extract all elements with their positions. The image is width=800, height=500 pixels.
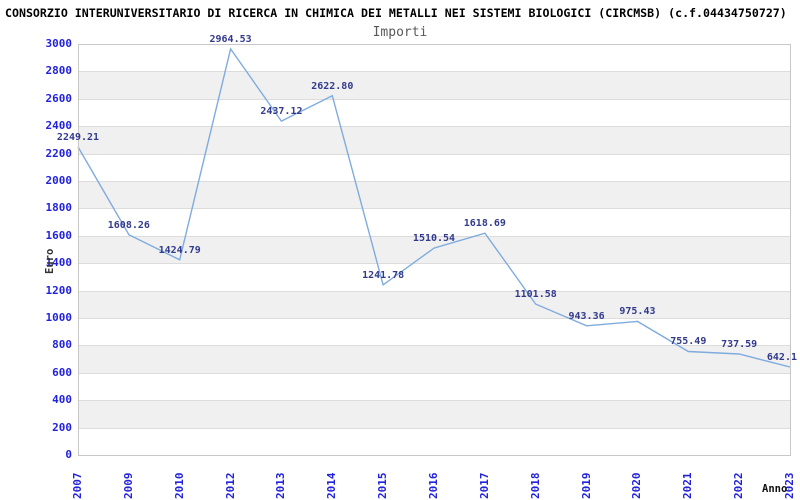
data-point-label: 1510.54 bbox=[412, 233, 456, 245]
line-series-importi bbox=[77, 47, 791, 368]
data-point-label: 975.43 bbox=[619, 306, 656, 318]
data-point-label: 2622.80 bbox=[311, 80, 354, 92]
plot-band bbox=[78, 181, 790, 209]
data-point-label: 1101.58 bbox=[514, 289, 557, 301]
chart-title: CONSORZIO INTERUNIVERSITARIO DI RICERCA … bbox=[5, 6, 787, 20]
y-axis-title: Euro bbox=[44, 248, 56, 274]
y-tick-label: 0 bbox=[65, 448, 72, 461]
y-tick-label: 2400 bbox=[45, 119, 73, 133]
x-tick-label: 2010 bbox=[172, 472, 186, 500]
x-tick-label: 2012 bbox=[223, 472, 237, 500]
y-tick-label: 1000 bbox=[45, 311, 73, 324]
plot-band bbox=[78, 153, 790, 181]
plot-band bbox=[78, 98, 790, 127]
y-tick-label: 600 bbox=[52, 365, 72, 379]
x-tick-label: 2016 bbox=[427, 472, 440, 500]
y-tick-label: 1200 bbox=[45, 283, 73, 297]
y-tick-label: 1600 bbox=[45, 228, 73, 242]
y-tick-label: 2200 bbox=[45, 146, 73, 160]
y-tick-label: 200 bbox=[52, 420, 72, 434]
x-tick-label: 2018 bbox=[528, 472, 542, 500]
x-tick-label: 2017 bbox=[477, 472, 491, 500]
x-tick-label: 2013 bbox=[274, 472, 288, 500]
data-point-label: 642.1 bbox=[766, 352, 797, 364]
x-tick-label: 2022 bbox=[732, 472, 746, 500]
y-tick-label: 800 bbox=[52, 338, 72, 352]
x-tick-label: 2009 bbox=[121, 472, 135, 500]
plot-band bbox=[78, 290, 790, 318]
x-tick-label: 2021 bbox=[681, 472, 695, 500]
plot-band bbox=[78, 126, 790, 154]
plot-band bbox=[78, 372, 790, 401]
plot-band bbox=[78, 44, 790, 72]
y-tick-label: 1800 bbox=[45, 201, 73, 215]
line-series-svg bbox=[77, 47, 791, 368]
plot-band bbox=[78, 263, 790, 291]
data-point-label: 1424.79 bbox=[158, 244, 201, 256]
plot-band bbox=[78, 345, 790, 373]
data-point-label: 2964.53 bbox=[209, 33, 252, 45]
y-tick-label: 400 bbox=[52, 393, 72, 407]
chart-subtitle: Importi bbox=[372, 25, 428, 40]
y-tick-label: 2000 bbox=[45, 174, 73, 187]
data-point-label: 943.36 bbox=[568, 310, 605, 322]
plot-band bbox=[78, 427, 790, 455]
plot-band bbox=[78, 235, 790, 264]
x-tick-label: 2015 bbox=[376, 472, 390, 500]
x-tick-label: 2019 bbox=[579, 472, 593, 500]
data-point-label: 1241.78 bbox=[362, 269, 405, 281]
data-point-label: 1618.69 bbox=[463, 218, 506, 230]
x-tick-label: 2020 bbox=[630, 472, 644, 500]
data-point-label: 737.59 bbox=[721, 338, 758, 350]
y-tick-label: 3000 bbox=[45, 37, 73, 50]
data-point-label: 1608.26 bbox=[107, 219, 150, 231]
y-tick-label: 1400 bbox=[45, 256, 73, 270]
plot-band bbox=[78, 400, 790, 428]
plot-band bbox=[78, 208, 790, 236]
data-point-label: 2249.21 bbox=[56, 131, 100, 143]
x-tick-label: 2014 bbox=[325, 472, 339, 500]
plot-band bbox=[78, 71, 790, 99]
y-tick-label: 2800 bbox=[45, 64, 73, 78]
y-tick-label: 2600 bbox=[45, 91, 73, 105]
x-tick-label: 2007 bbox=[71, 472, 84, 500]
data-point-label: 755.49 bbox=[670, 336, 707, 348]
x-axis-title: Anno bbox=[762, 483, 788, 495]
data-point-label: 2437.12 bbox=[260, 106, 303, 118]
